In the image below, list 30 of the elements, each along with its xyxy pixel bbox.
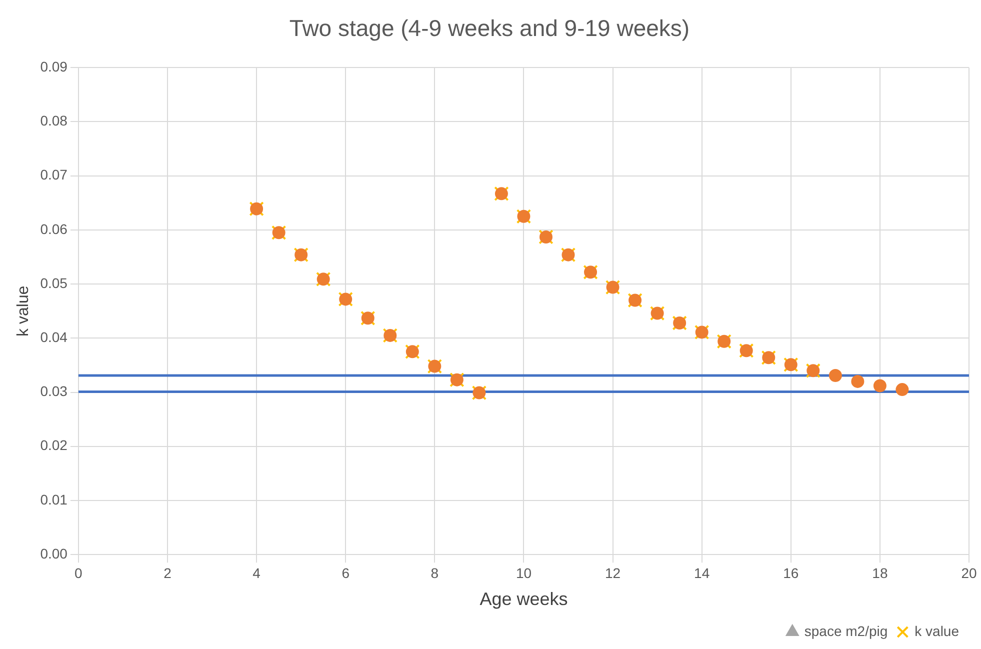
y-tick-label: 0.07 (40, 166, 68, 183)
x-tick-label: 12 (604, 564, 621, 581)
y-tick-label: 0.03 (40, 383, 68, 400)
x-tick-label: 6 (342, 564, 350, 581)
y-tick-label: 0.08 (40, 112, 68, 129)
x-tick-label: 4 (252, 564, 261, 581)
y-tick-label: 0.01 (40, 491, 68, 508)
y-tick-label: 0.00 (40, 545, 68, 562)
x-tick-label: 18 (872, 564, 888, 581)
x-axis-title: Age weeks (480, 589, 568, 610)
x-tick-label: 14 (694, 564, 710, 581)
x-tick-label: 16 (783, 564, 799, 581)
y-tick-label: 0.05 (40, 274, 68, 291)
y-tick-label: 0.04 (40, 329, 68, 346)
x-tick-label: 20 (961, 564, 977, 581)
x-tick-label: 8 (430, 564, 439, 581)
chart-title: Two stage (4-9 weeks and 9-19 weeks) (289, 15, 690, 42)
point (851, 374, 864, 388)
x-tick-label: 2 (164, 564, 172, 581)
y-axis-title: k value (15, 286, 32, 336)
point (896, 383, 909, 396)
y-tick-label: 0.09 (40, 58, 68, 74)
legend-label: space m2/pig (804, 622, 888, 639)
legend-label: k value (914, 622, 960, 639)
x-tick-label: 10 (516, 564, 532, 581)
y-tick-label: 0.06 (40, 220, 68, 237)
y-tick-label: 0.02 (40, 437, 68, 454)
x-tick-label: 0 (74, 564, 83, 581)
point (828, 368, 842, 382)
point (873, 379, 886, 392)
